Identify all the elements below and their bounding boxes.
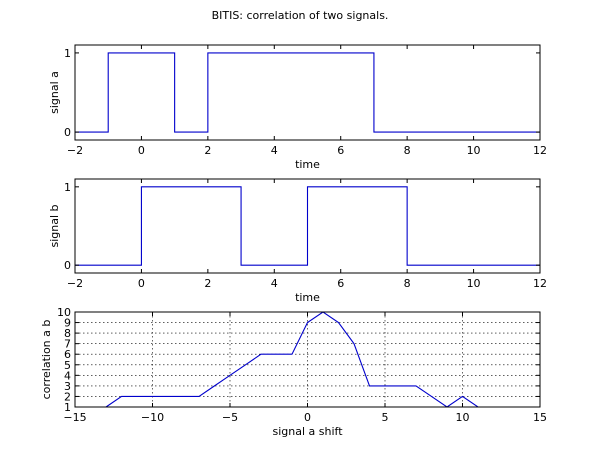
x-tick-label: 10 xyxy=(456,411,470,424)
x-tick-label: 8 xyxy=(404,277,411,290)
y-tick-label: 6 xyxy=(64,348,71,361)
x-tick-label: −5 xyxy=(222,411,238,424)
x-axis-label: time xyxy=(295,158,320,171)
y-tick-label: 1 xyxy=(64,181,71,194)
y-tick-label: 0 xyxy=(64,259,71,272)
x-tick-label: 12 xyxy=(533,277,547,290)
y-axis-label: correlation a b xyxy=(40,320,53,400)
y-tick-label: 9 xyxy=(64,317,71,330)
y-tick-label: 4 xyxy=(64,369,71,382)
y-tick-label: 10 xyxy=(57,306,71,319)
series-line xyxy=(75,186,540,266)
x-tick-label: 6 xyxy=(337,144,344,157)
x-tick-label: 0 xyxy=(138,277,145,290)
x-tick-label: 6 xyxy=(337,277,344,290)
y-tick-label: 0 xyxy=(64,126,71,139)
x-tick-label: 0 xyxy=(138,144,145,157)
series-line xyxy=(75,52,540,133)
y-tick-label: 7 xyxy=(64,338,71,351)
y-tick-label: 5 xyxy=(64,359,71,372)
x-tick-label: 5 xyxy=(382,411,389,424)
axes-frame xyxy=(74,44,541,141)
x-tick-label: 10 xyxy=(467,144,481,157)
y-tick-label: 8 xyxy=(64,327,71,340)
axes-frame xyxy=(74,178,541,274)
y-tick-label: 1 xyxy=(64,47,71,60)
x-axis-label: time xyxy=(295,291,320,304)
x-tick-label: −2 xyxy=(67,277,83,290)
x-tick-label: 10 xyxy=(467,277,481,290)
x-tick-label: 2 xyxy=(204,144,211,157)
series-line xyxy=(105,311,509,408)
x-tick-label: 2 xyxy=(204,277,211,290)
x-tick-label: −15 xyxy=(63,411,86,424)
y-tick-label: 2 xyxy=(64,390,71,403)
figure-title: BITIS: correlation of two signals. xyxy=(212,9,389,22)
x-tick-label: −10 xyxy=(141,411,164,424)
subplot-2: −2 0 2 4 6 8 10 12 0 1 time signal b xyxy=(48,178,547,304)
y-axis-label: signal a xyxy=(48,71,61,114)
y-axis-label: signal b xyxy=(48,204,61,247)
x-axis-label: signal a shift xyxy=(272,425,343,438)
x-tick-label: 8 xyxy=(404,144,411,157)
y-tick-label: 1 xyxy=(64,401,71,414)
x-tick-label: 0 xyxy=(304,411,311,424)
subplot-1: −2 0 2 4 6 8 10 12 0 1 time signal a xyxy=(48,44,547,171)
x-tick-label: −2 xyxy=(67,144,83,157)
y-tick-label: 3 xyxy=(64,380,71,393)
x-tick-label: 4 xyxy=(271,144,278,157)
x-tick-label: 12 xyxy=(533,144,547,157)
x-tick-label: 15 xyxy=(533,411,547,424)
x-tick-label: 4 xyxy=(271,277,278,290)
